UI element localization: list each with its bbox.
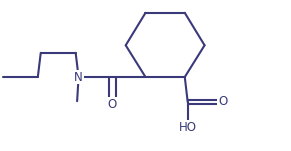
- Text: N: N: [74, 71, 83, 84]
- Text: HO: HO: [179, 121, 197, 134]
- Text: O: O: [107, 98, 117, 111]
- Text: O: O: [218, 95, 227, 108]
